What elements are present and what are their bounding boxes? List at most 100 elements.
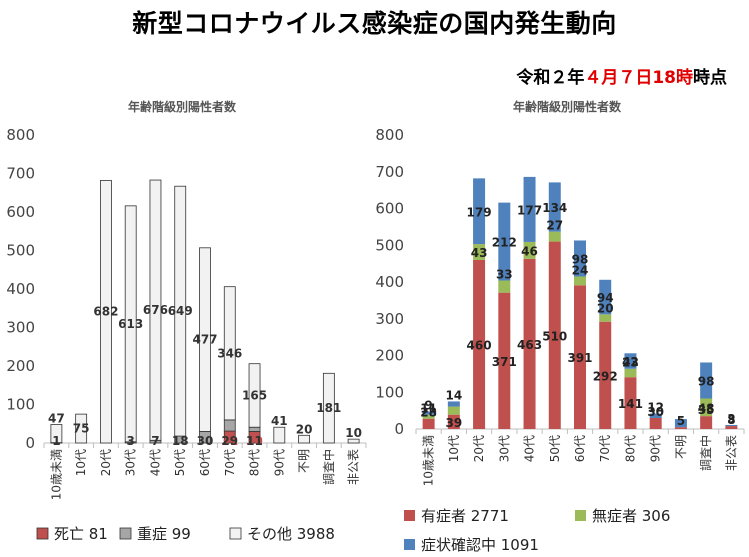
legend-label: 有症者 2771 bbox=[421, 507, 509, 525]
x-tick-label: 60代 bbox=[198, 449, 212, 476]
x-tick-group: 10代 bbox=[447, 435, 461, 462]
y-tick-label: 0 bbox=[25, 434, 35, 452]
y-tick-label: 300 bbox=[6, 319, 35, 337]
y-tick-label: 500 bbox=[375, 236, 404, 254]
bar-segment bbox=[624, 353, 637, 369]
data-label: 7 bbox=[151, 434, 159, 448]
y-tick-label: 500 bbox=[6, 242, 35, 260]
data-label: 477 bbox=[192, 333, 217, 347]
bar-segment bbox=[447, 401, 460, 407]
bar-segment bbox=[322, 372, 335, 444]
legend-swatch bbox=[36, 527, 49, 540]
x-tick-group: 非公表 bbox=[724, 435, 738, 471]
bar-segment bbox=[498, 280, 511, 293]
data-label: 98 bbox=[572, 252, 589, 266]
x-tick-group: 80代 bbox=[623, 435, 637, 462]
data-label: 41 bbox=[271, 414, 288, 428]
bar-segment bbox=[674, 427, 687, 429]
x-tick-group: 60代 bbox=[198, 449, 212, 476]
x-tick-label: 50代 bbox=[173, 449, 187, 476]
bar-segment bbox=[700, 362, 713, 399]
x-tick-label: 90代 bbox=[649, 435, 663, 462]
data-label: 346 bbox=[217, 346, 242, 360]
data-label: 30 bbox=[246, 434, 263, 448]
bar-segment bbox=[473, 259, 486, 429]
data-label: 510 bbox=[542, 329, 567, 343]
data-label: 46 bbox=[521, 244, 538, 258]
bar-segment bbox=[447, 406, 460, 415]
data-label: 24 bbox=[572, 263, 589, 277]
y-tick-label: 0 bbox=[394, 420, 404, 438]
bar-segment bbox=[75, 413, 88, 444]
data-label: 30 bbox=[197, 434, 214, 448]
bar-segment bbox=[422, 411, 435, 415]
bar-segment bbox=[624, 368, 637, 378]
y-tick-label: 700 bbox=[375, 163, 404, 181]
bar-segment bbox=[523, 176, 536, 242]
data-label: 27 bbox=[546, 219, 563, 233]
data-label: 14 bbox=[445, 388, 462, 402]
bar-segment bbox=[548, 231, 561, 242]
x-tick-label: 10代 bbox=[74, 449, 88, 476]
data-label: 20 bbox=[597, 301, 614, 315]
data-label: 3 bbox=[127, 434, 135, 448]
x-tick-group: 非公表 bbox=[347, 449, 361, 485]
legend-swatch bbox=[404, 539, 415, 550]
data-label: 94 bbox=[597, 291, 614, 305]
data-label: 43 bbox=[471, 246, 488, 260]
bar-segment bbox=[298, 434, 310, 444]
data-label: 8 bbox=[727, 413, 735, 427]
legend-label: 症状確認中 1091 bbox=[421, 536, 539, 554]
data-label: 676 bbox=[143, 303, 168, 317]
bar-segment bbox=[100, 180, 112, 444]
y-tick-label: 200 bbox=[375, 347, 404, 365]
bar-segment bbox=[725, 426, 738, 429]
x-tick-label: 70代 bbox=[598, 435, 612, 462]
x-tick-label: 60代 bbox=[573, 435, 587, 462]
bar-segment bbox=[574, 276, 586, 286]
x-tick-group: 40代 bbox=[523, 435, 537, 462]
bar-segment bbox=[248, 363, 261, 428]
x-tick-group: 10代 bbox=[74, 449, 88, 476]
data-label: 460 bbox=[467, 338, 492, 352]
data-label: 165 bbox=[242, 388, 267, 402]
bar-segment bbox=[273, 426, 286, 444]
bar-segment bbox=[223, 286, 236, 421]
data-label: 33 bbox=[496, 268, 513, 282]
legend-swatch bbox=[404, 510, 415, 521]
bar-segment bbox=[599, 279, 612, 315]
data-label: 31 bbox=[221, 434, 238, 448]
data-label: 42 bbox=[622, 355, 639, 369]
bar-segment bbox=[473, 244, 486, 260]
x-tick-group: 70代 bbox=[598, 435, 612, 462]
data-label: 20 bbox=[296, 422, 313, 436]
bar-segment bbox=[725, 424, 738, 427]
y-tick-label: 700 bbox=[6, 165, 35, 183]
data-label: 1 bbox=[52, 434, 60, 448]
bar-segment bbox=[498, 202, 511, 281]
data-label: 47 bbox=[48, 412, 65, 426]
x-tick-label: 80代 bbox=[623, 435, 637, 462]
x-tick-group: 20代 bbox=[99, 449, 113, 476]
timestamp-prefix: 令和２年 bbox=[516, 68, 585, 88]
x-tick-group: 90代 bbox=[272, 449, 286, 476]
legend-swatch bbox=[575, 510, 586, 521]
bar-segment bbox=[574, 285, 586, 429]
bar-segment bbox=[624, 377, 637, 429]
x-tick-label: 非公表 bbox=[347, 449, 361, 485]
x-tick-label: 70代 bbox=[223, 449, 237, 476]
timestamp: 令和２年４月７日18時時点 bbox=[516, 63, 727, 88]
data-label: 28 bbox=[420, 406, 437, 420]
bar-segment bbox=[548, 182, 561, 232]
x-tick-label: 10歳未満 bbox=[422, 435, 436, 486]
data-label: 212 bbox=[492, 236, 517, 250]
bar-segment bbox=[50, 424, 63, 444]
bar-segment bbox=[523, 241, 536, 259]
x-tick-label: 10代 bbox=[447, 435, 461, 462]
data-label: 12 bbox=[647, 401, 664, 415]
x-tick-group: 30代 bbox=[124, 449, 138, 476]
x-tick-group: 90代 bbox=[649, 435, 663, 462]
legend-label: 重症 99 bbox=[137, 525, 191, 543]
